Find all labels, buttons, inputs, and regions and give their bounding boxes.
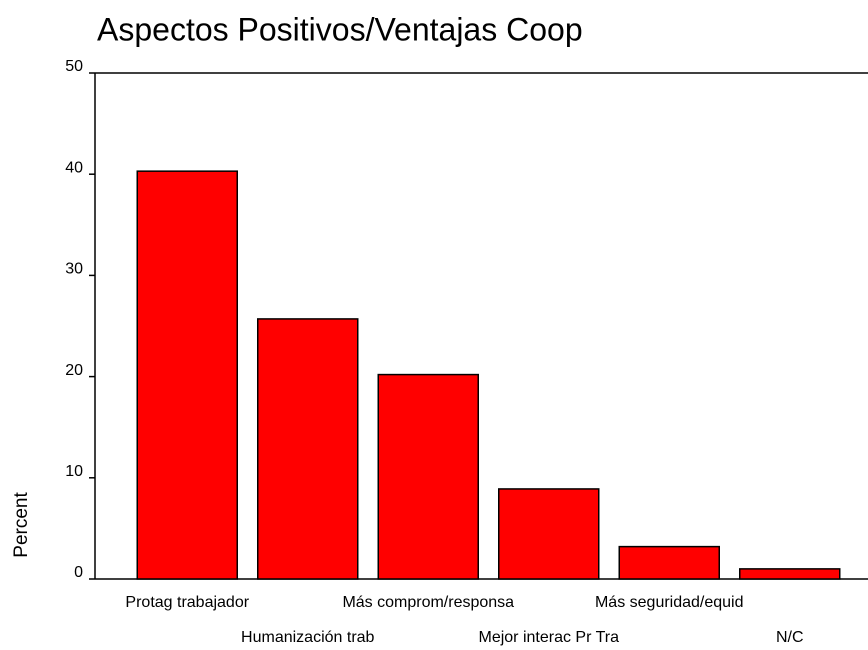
y-tick-label: 20 (65, 362, 83, 379)
x-tick-label: Más seguridad/equid (595, 594, 744, 611)
chart-title: Aspectos Positivos/Ventajas Coop (97, 11, 583, 47)
y-tick-label: 0 (74, 564, 83, 581)
bar (136, 170, 238, 580)
bar (618, 545, 720, 580)
bar (257, 318, 359, 580)
y-tick-label: 40 (65, 159, 83, 176)
bar (377, 373, 479, 580)
bar (498, 488, 600, 580)
x-tick-label: Más comprom/responsa (342, 594, 514, 611)
x-tick-label: Humanización trab (241, 629, 375, 646)
y-tick-label: 30 (65, 261, 83, 278)
y-tick-label: 10 (65, 463, 83, 480)
x-tick-label: N/C (776, 629, 804, 646)
x-tick-label: Protag trabajador (125, 594, 249, 611)
bar (739, 568, 841, 580)
x-tick-label: Mejor interac Pr Tra (479, 629, 620, 646)
y-axis-label: Percent (11, 492, 32, 558)
y-tick-label: 50 (65, 58, 83, 75)
